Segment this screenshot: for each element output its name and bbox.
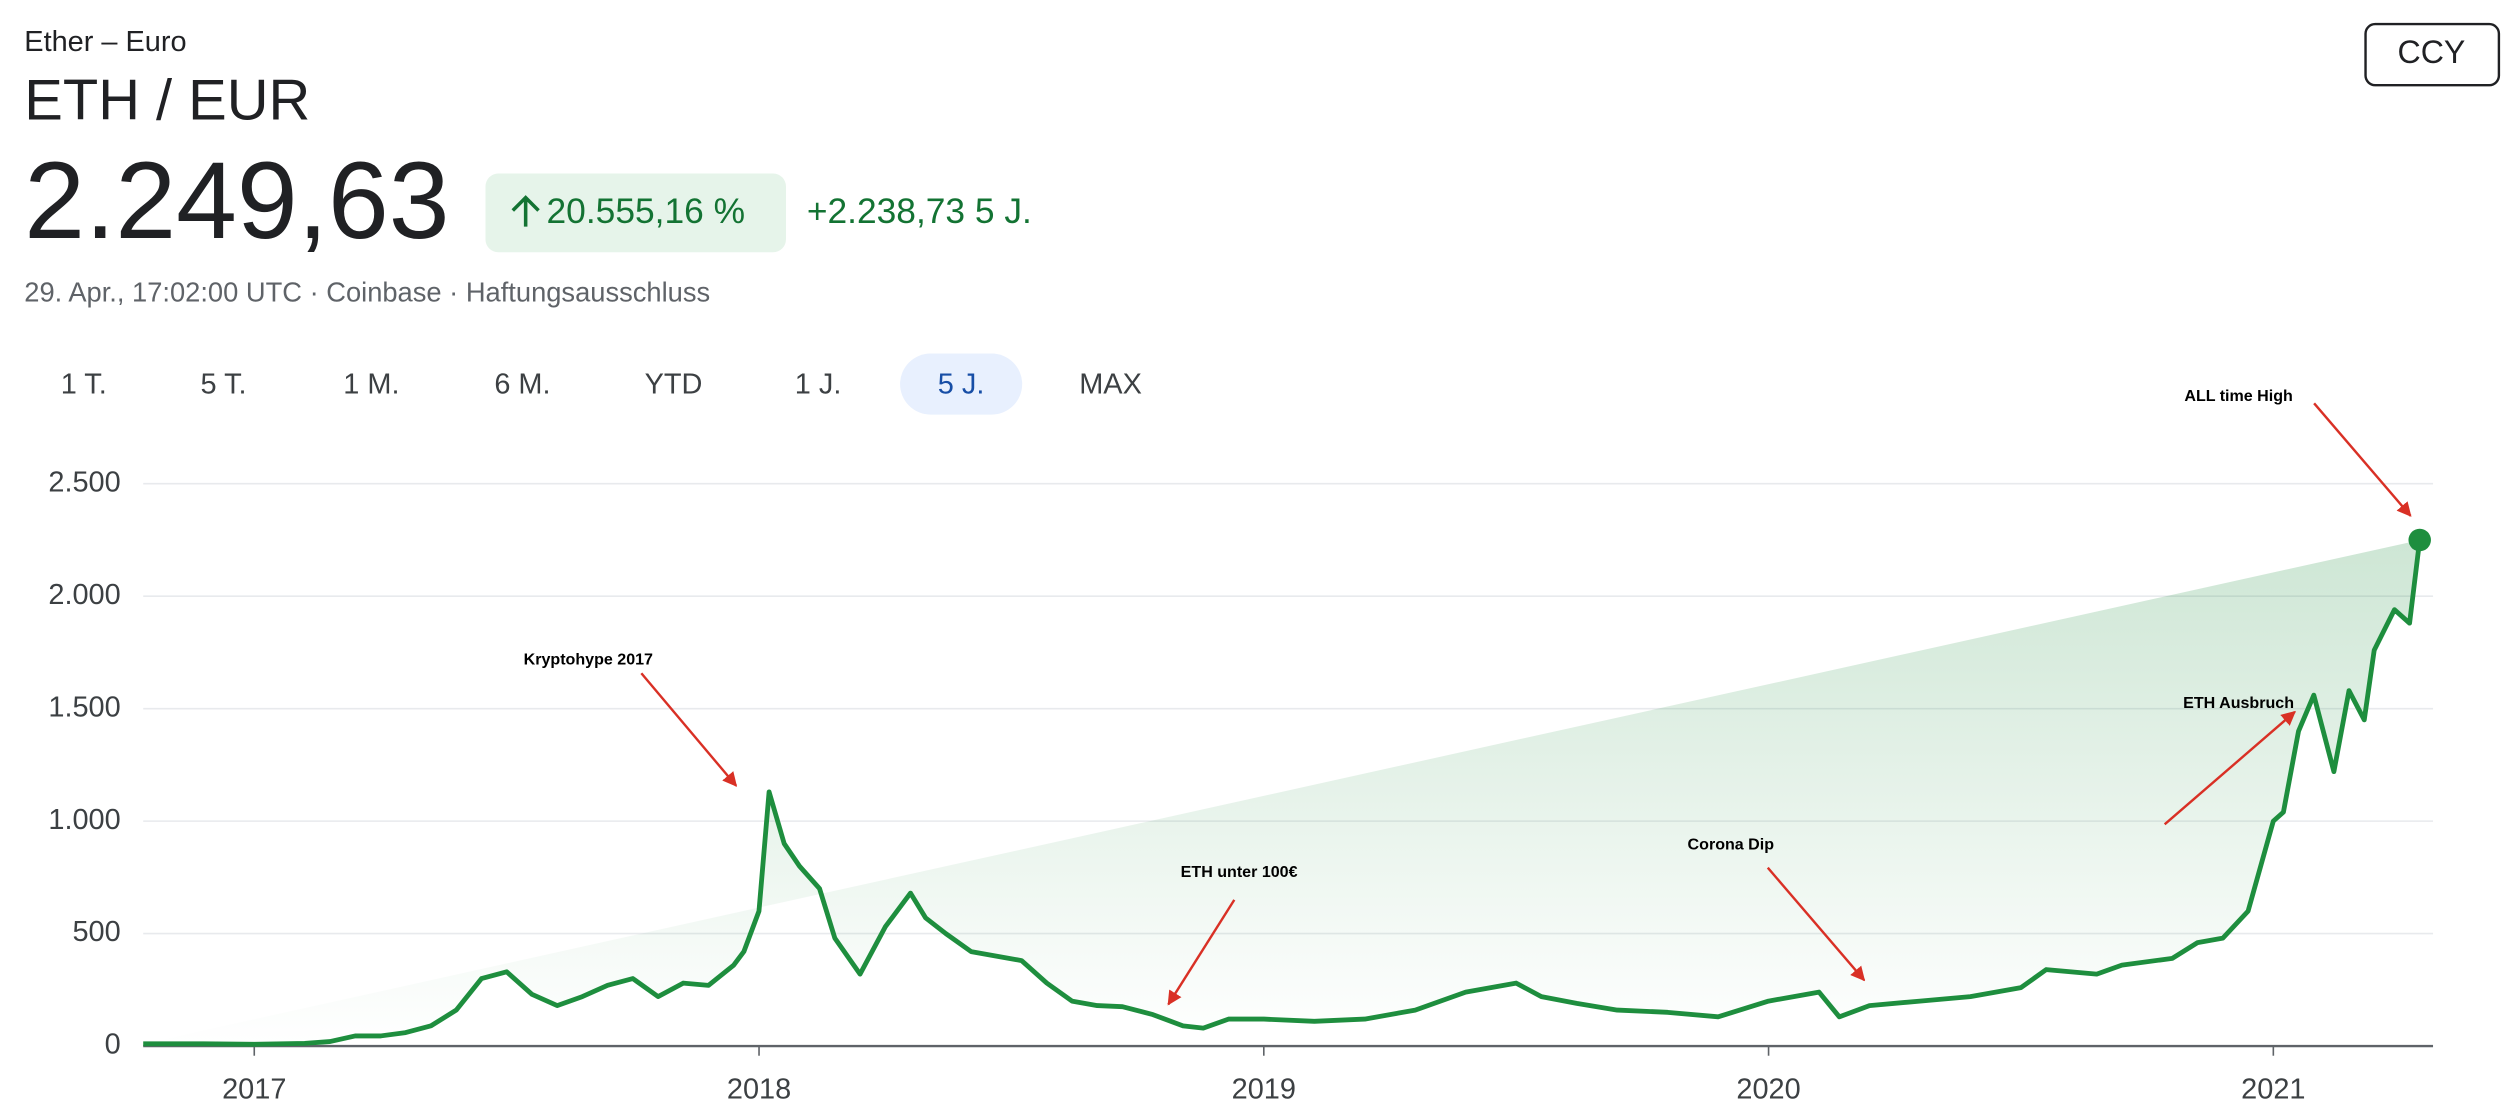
- range-button[interactable]: 1 T.: [61, 368, 107, 400]
- price-line: [143, 539, 2423, 1047]
- y-tick-label: 0: [105, 1029, 121, 1061]
- line-area: [143, 540, 2420, 1045]
- change-badge: [485, 173, 786, 253]
- annotation-text: ETH unter 100€: [1181, 863, 1298, 881]
- annotation-text: ALL time High: [2184, 387, 2292, 405]
- meta: 29. Apr., 17:02:00 UTC · Coinbase · Haft…: [24, 276, 710, 307]
- annotation-arrow: [1167, 899, 1236, 1006]
- range-button[interactable]: 1 M.: [343, 368, 399, 400]
- annotation-arrow: [2313, 402, 2412, 517]
- x-tick-label: 2018: [727, 1074, 791, 1106]
- x-tick-label: 2017: [222, 1074, 286, 1106]
- y-tick-label: 500: [72, 916, 120, 948]
- range-button[interactable]: 1 J.: [795, 368, 842, 400]
- y-tick-label: 2.500: [48, 466, 120, 498]
- y-tick-label: 1.000: [48, 804, 120, 836]
- annotation-text: Kryptohype 2017: [524, 651, 653, 669]
- range-button[interactable]: 6 M.: [494, 368, 550, 400]
- x-tick-label: 2019: [1232, 1074, 1296, 1106]
- y-tick-label: 2.000: [48, 579, 120, 611]
- price: 2.249,63: [24, 140, 449, 262]
- annotation-arrow: [1766, 866, 1866, 982]
- annotation-arrow: [640, 672, 738, 787]
- up-arrow-icon: [511, 195, 540, 227]
- range-button[interactable]: 5 T.: [201, 368, 247, 400]
- title: ETH / EUR: [24, 69, 310, 133]
- x-tick-label: 2021: [2241, 1074, 2305, 1106]
- ccy-button-label[interactable]: CCY: [2398, 34, 2466, 70]
- change-abs: +2.238,73 5 J.: [807, 192, 1032, 231]
- y-tick-label: 1.500: [48, 691, 120, 723]
- range-button-selected[interactable]: [900, 353, 1023, 415]
- range-button[interactable]: YTD: [645, 368, 703, 400]
- range-button[interactable]: 5 J.: [938, 368, 985, 400]
- change-percent: 20.555,16 %: [547, 192, 745, 231]
- ccy-button[interactable]: [2364, 22, 2501, 87]
- annotation-text: Corona Dip: [1688, 835, 1775, 853]
- x-tick-label: 2020: [1736, 1074, 1800, 1106]
- annotation-arrow: [2163, 710, 2296, 826]
- range-button[interactable]: MAX: [1079, 368, 1142, 400]
- last-point: [2408, 528, 2431, 552]
- subtitle: Ether – Euro: [24, 26, 186, 58]
- annotation-text: ETH Ausbruch: [2183, 694, 2294, 712]
